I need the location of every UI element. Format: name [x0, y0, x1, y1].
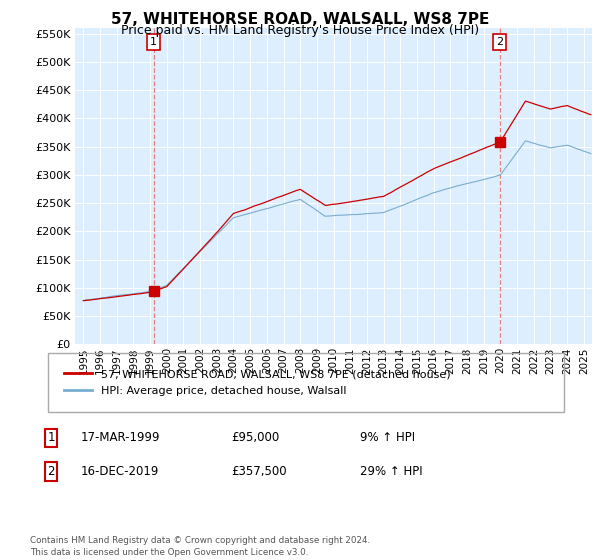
- Text: £357,500: £357,500: [231, 465, 287, 478]
- Text: 16-DEC-2019: 16-DEC-2019: [81, 465, 160, 478]
- Text: 57, WHITEHORSE ROAD, WALSALL, WS8 7PE: 57, WHITEHORSE ROAD, WALSALL, WS8 7PE: [111, 12, 489, 27]
- Text: 2: 2: [47, 465, 55, 478]
- Text: £95,000: £95,000: [231, 431, 279, 445]
- Text: Price paid vs. HM Land Registry's House Price Index (HPI): Price paid vs. HM Land Registry's House …: [121, 24, 479, 37]
- Text: 9% ↑ HPI: 9% ↑ HPI: [360, 431, 415, 445]
- Text: 29% ↑ HPI: 29% ↑ HPI: [360, 465, 422, 478]
- Legend: 57, WHITEHORSE ROAD, WALSALL, WS8 7PE (detached house), HPI: Average price, deta: 57, WHITEHORSE ROAD, WALSALL, WS8 7PE (d…: [64, 368, 450, 396]
- Text: 1: 1: [47, 431, 55, 445]
- Text: Contains HM Land Registry data © Crown copyright and database right 2024.
This d: Contains HM Land Registry data © Crown c…: [30, 536, 370, 557]
- Text: 17-MAR-1999: 17-MAR-1999: [81, 431, 161, 445]
- Text: 1: 1: [150, 37, 157, 47]
- Text: 2: 2: [496, 37, 503, 47]
